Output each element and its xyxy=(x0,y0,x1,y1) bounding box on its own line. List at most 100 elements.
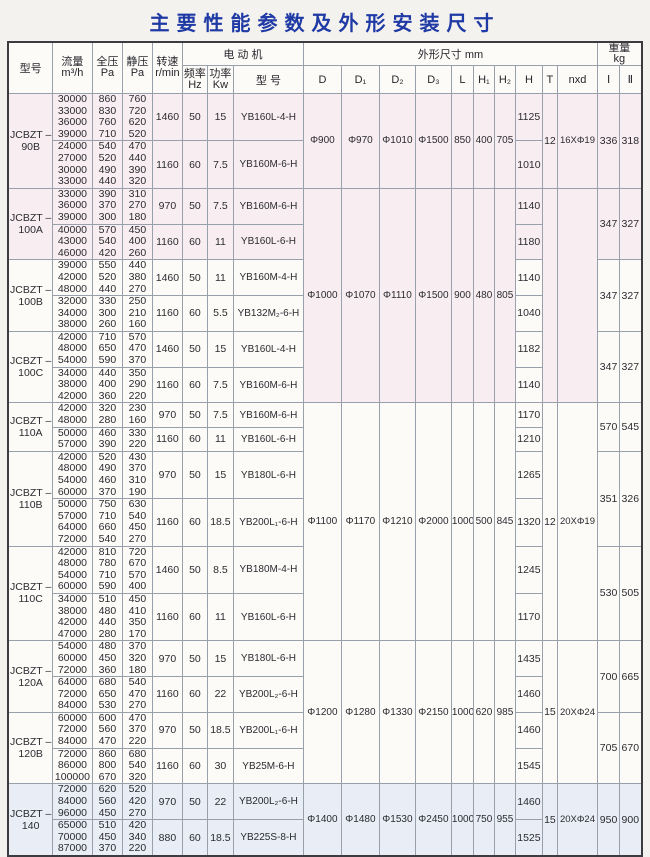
static-pressure-cell-line: 160 xyxy=(128,414,147,427)
motor-model-cell: YB160L-6-H xyxy=(232,592,304,642)
speed-cell: 1460 xyxy=(151,545,183,594)
h-cell: 1182 xyxy=(514,330,543,368)
header-dim-8: T xyxy=(541,65,558,94)
header-speed-line: 转速 xyxy=(156,56,179,68)
dim-cell-D₁: Φ1070 xyxy=(340,187,380,404)
static-pressure-cell-line: 450 xyxy=(128,593,147,605)
freq-cell: 60 xyxy=(181,498,208,547)
total-pressure-cell-line: 330 xyxy=(98,295,117,308)
total-pressure-cell: 460 390 xyxy=(91,426,123,452)
flow-cell: 39000 42000 48000 xyxy=(51,259,93,297)
speed-cell: 970 xyxy=(151,187,183,225)
flow-cell-line: 39000 xyxy=(57,127,88,140)
static-pressure-cell-line: 340 xyxy=(128,830,147,843)
power-cell: 18.5 xyxy=(206,711,234,749)
flow-cell-line: 84000 xyxy=(57,735,88,748)
flow-cell-line: 72000 xyxy=(57,783,88,796)
motor-model-cell: YB180M-4-H xyxy=(232,545,304,594)
speed-cell: 970 xyxy=(151,450,183,500)
total-pressure-cell-line: 760 xyxy=(98,116,117,129)
total-pressure-cell-line: 540 xyxy=(98,235,117,248)
dim-cell-D₂: Φ1010 xyxy=(378,93,416,189)
total-pressure-cell-line: 510 xyxy=(98,819,117,832)
dim-cell-D: Φ1000 xyxy=(302,187,342,404)
header-weight-2: Ⅱ xyxy=(619,65,643,94)
total-pressure-cell-line: 440 xyxy=(98,616,117,629)
static-pressure-cell-line: 470 xyxy=(128,140,147,153)
flow-cell-line: 57000 xyxy=(57,509,88,522)
static-pressure-cell-line: 270 xyxy=(128,699,147,712)
header-motor-freq-line: 频率 xyxy=(183,67,206,80)
flow-cell: 32000 34000 38000 xyxy=(51,295,93,332)
table-row: 72000 86000 100000 860 800 670 680 540 320 1160 60… xyxy=(8,747,641,785)
static-pressure-cell-line: 190 xyxy=(128,485,147,498)
motor-model-cell: YB160M-4-H xyxy=(232,259,304,297)
total-pressure-cell: 510 480 440 280 xyxy=(91,592,123,642)
total-pressure-cell-line: 370 xyxy=(98,485,117,498)
t-cell: 12 xyxy=(541,402,558,642)
motor-model-cell: YB160L-6-H xyxy=(232,223,304,261)
flow-cell-line: 42000 xyxy=(57,270,88,283)
total-pressure-cell-line: 460 xyxy=(98,474,117,486)
total-pressure-cell-line: 750 xyxy=(98,498,117,511)
header-total-pressure: 全压 Pa xyxy=(91,41,123,94)
h-cell: 1170 xyxy=(514,592,543,642)
flow-cell-line: 84000 xyxy=(57,795,88,808)
header-dims-group: 外形尺寸 mm xyxy=(302,41,599,66)
freq-cell: 60 xyxy=(181,747,208,785)
power-cell: 15 xyxy=(206,92,234,142)
flow-cell-line: 34000 xyxy=(57,306,88,319)
static-pressure-cell-line: 540 xyxy=(128,509,147,522)
nxd-cell: 20XΦ24 xyxy=(556,640,599,785)
motor-model-cell: YB200L₁-6-H xyxy=(232,711,304,749)
static-pressure-cell-line: 450 xyxy=(128,224,147,236)
dim-cell-H₁: 480 xyxy=(472,187,495,404)
freq-cell: 50 xyxy=(181,259,208,297)
static-pressure-cell-line: 520 xyxy=(128,127,147,140)
static-pressure-cell-line: 520 xyxy=(128,783,147,796)
total-pressure-cell-line: 670 xyxy=(98,770,117,783)
model-cell-line: 100A xyxy=(18,224,43,237)
nxd-cell: 20XΦ24 xyxy=(556,783,599,857)
flow-cell-line: 87000 xyxy=(57,842,88,855)
h-cell: 1125 xyxy=(514,92,543,142)
static-pressure-cell-line: 720 xyxy=(128,546,147,558)
flow-cell-line: 36000 xyxy=(57,199,88,212)
header-dim-5: H₁ xyxy=(472,65,495,94)
motor-model-cell: YB200L₂-6-H xyxy=(232,676,304,713)
flow-cell-line: 96000 xyxy=(57,806,88,819)
flow-cell-line: 60000 xyxy=(57,712,88,724)
dim-cell-H₁: 620 xyxy=(472,640,495,785)
total-pressure-cell-line: 360 xyxy=(98,663,117,676)
flow-cell-line: 32000 xyxy=(57,295,88,308)
model-cell-line: 110B xyxy=(18,498,43,511)
dim-cell-H₁: 400 xyxy=(472,93,495,189)
total-pressure-cell-line: 660 xyxy=(98,521,117,534)
flow-cell: 40000 43000 46000 xyxy=(51,223,93,261)
t-cell xyxy=(541,187,558,404)
static-pressure-cell-line: 630 xyxy=(128,498,147,511)
header-motor-freq-line: Hz xyxy=(188,78,202,91)
flow-cell-line: 54000 xyxy=(57,640,88,653)
dim-cell-H₂: 955 xyxy=(493,783,516,857)
h-cell: 1140 xyxy=(514,366,543,404)
flow-cell-line: 38000 xyxy=(57,378,88,391)
weight-1-cell: 347 xyxy=(597,259,621,332)
speed-cell: 1460 xyxy=(151,92,183,142)
speed-cell: 1160 xyxy=(151,426,183,452)
static-pressure-cell: 720 670 570 400 xyxy=(121,545,153,594)
dim-cell-H₂: 845 xyxy=(493,402,516,642)
flow-cell-line: 48000 xyxy=(57,342,88,355)
power-cell: 5.5 xyxy=(206,295,234,332)
flow-cell-line: 33000 xyxy=(57,188,88,200)
flow-cell-line: 38000 xyxy=(57,318,88,331)
model-cell-line: 140 xyxy=(21,819,40,832)
motor-model-cell: YB160M-6-H xyxy=(232,187,304,225)
table-row: 32000 34000 38000 330 300 260 250 210 160 1160 60 5… xyxy=(8,295,641,332)
flow-cell: 30000 33000 36000 39000 xyxy=(51,92,93,142)
static-pressure-cell: 330 220 xyxy=(121,426,153,452)
header-static-pressure: 静压 Pa xyxy=(121,41,153,94)
header-flow: 流量 m³/h xyxy=(51,41,93,94)
static-pressure-cell-line: 420 xyxy=(128,819,147,832)
flow-cell-line: 38000 xyxy=(57,604,88,617)
